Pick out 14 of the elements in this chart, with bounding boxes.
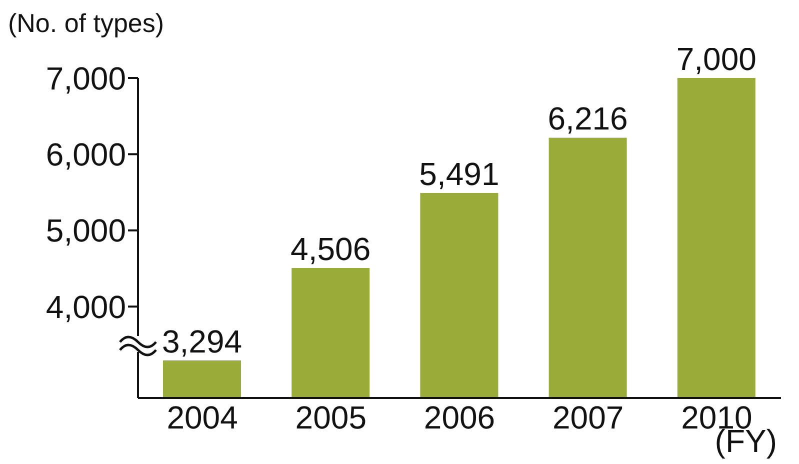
data-label: 4,506 bbox=[290, 231, 371, 268]
x-tick-label: 2005 bbox=[295, 400, 366, 436]
data-label: 7,000 bbox=[676, 41, 756, 77]
y-tick-label: 5,000 bbox=[46, 212, 126, 249]
y-axis-title: (No. of types) bbox=[8, 8, 164, 39]
data-label: 6,216 bbox=[548, 100, 628, 137]
y-tick-label: 7,000 bbox=[46, 60, 126, 96]
y-tick-label: 4,000 bbox=[46, 288, 126, 325]
y-tick-label: 6,000 bbox=[46, 136, 126, 173]
x-tick-label: 2007 bbox=[552, 400, 624, 436]
x-tick-label: 2006 bbox=[424, 400, 496, 436]
data-label: 5,491 bbox=[419, 156, 500, 192]
x-tick-label: 2004 bbox=[166, 400, 238, 436]
data-label: 3,294 bbox=[162, 323, 242, 360]
